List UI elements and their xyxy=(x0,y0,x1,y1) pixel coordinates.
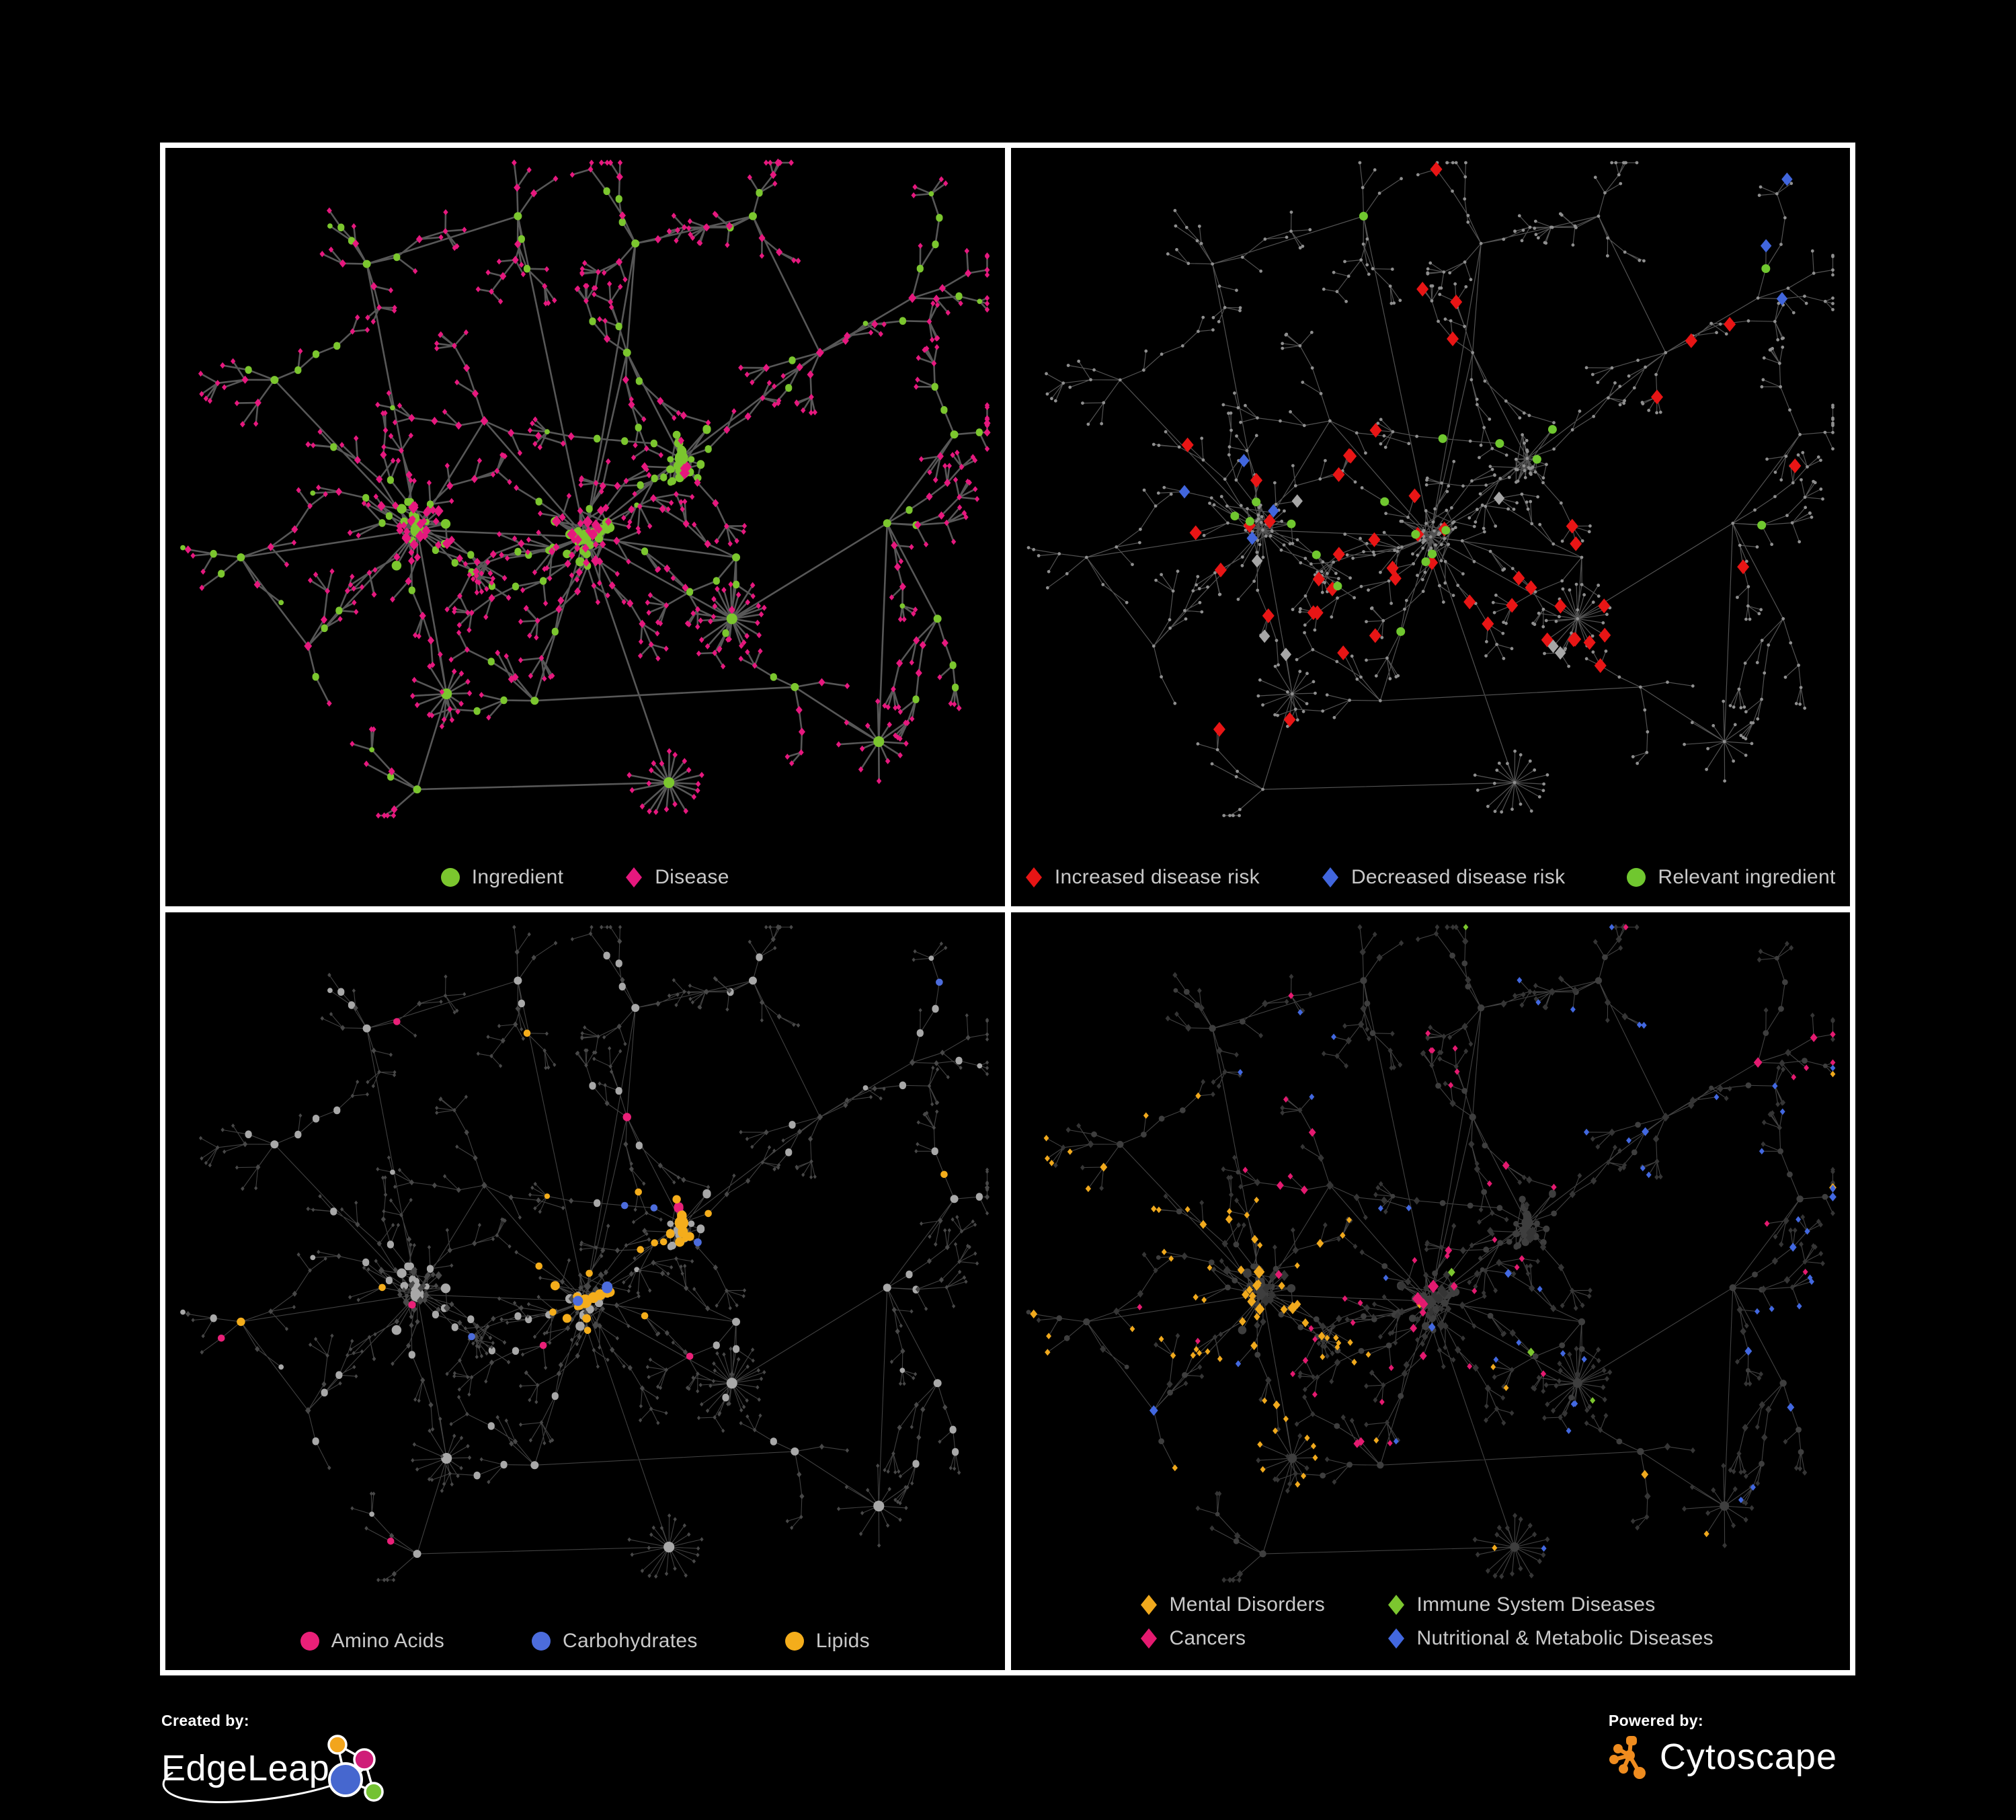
legend-label: Carbohydrates xyxy=(563,1630,698,1652)
legend-item-decreased-disease-risk: Decreased disease risk xyxy=(1322,866,1565,889)
base-nodes-layer xyxy=(186,924,990,1582)
base-nodes-layer xyxy=(180,951,983,1558)
edges-layer xyxy=(1027,162,1833,816)
network-svg-2 xyxy=(1026,161,1834,818)
network-svg-4 xyxy=(1026,922,1837,1583)
base-nodes-layer xyxy=(1026,161,1834,818)
legend-item-relevant-ingredient: Relevant ingredient xyxy=(1627,866,1835,889)
legend-item-ingredient: Ingredient xyxy=(440,865,564,889)
highlight-nodes-layer xyxy=(217,1017,694,1545)
highlight-nodes-layer xyxy=(237,1029,948,1334)
legend-label: Mental Disorders xyxy=(1169,1593,1326,1616)
legend-item-disease: Disease xyxy=(625,866,729,889)
legend-item-immune-system-diseases: Immune System Diseases xyxy=(1387,1593,1713,1616)
cytoscape-credit: Powered by: Cytoscape xyxy=(1609,1712,1837,1781)
legend-panel-4: Mental Disorders Immune System Diseases Ca… xyxy=(1140,1593,1851,1650)
legend-item-increased-disease-risk: Increased disease risk xyxy=(1025,866,1260,889)
legend-label: Decreased disease risk xyxy=(1350,865,1566,888)
base-nodes-layer xyxy=(1036,922,1835,1583)
legend-item-lipids: Lipids xyxy=(784,1630,870,1653)
edgeleap-node-green xyxy=(364,1782,384,1802)
circle-swatch xyxy=(532,1632,551,1651)
edgeleap-credit: Created by: EdgeLeap xyxy=(161,1712,390,1813)
legend-label: Disease xyxy=(655,865,729,888)
powered-by-label: Powered by: xyxy=(1608,1712,1704,1729)
cytoscape-icon xyxy=(1609,1736,1646,1779)
legend-label: Increased disease risk xyxy=(1054,865,1260,888)
circle-swatch xyxy=(784,1632,804,1651)
legend-panel-3: Amino Acids Carbohydrates Lipids xyxy=(165,1630,1005,1653)
legend-item-carbohydrates: Carbohydrates xyxy=(532,1630,698,1653)
diamond-swatch xyxy=(1387,1595,1404,1615)
highlight-nodes-layer xyxy=(1178,172,1793,545)
edgeleap-logo: EdgeLeap xyxy=(161,1735,390,1803)
base-nodes-layer xyxy=(184,158,991,819)
base-nodes-layer xyxy=(1026,952,1828,1557)
cytoscape-wordmark: Cytoscape xyxy=(1659,1737,1837,1777)
legend-label: Lipids xyxy=(815,1630,870,1652)
legend-item-mental-disorders: Mental Disorders xyxy=(1140,1593,1387,1616)
legend-panel-2: Increased disease risk Decreased disease … xyxy=(1011,866,1851,889)
legend-panel-1: Ingredient Disease xyxy=(165,866,1005,889)
network-svg-1 xyxy=(180,158,991,819)
edgeleap-node-orange xyxy=(327,1735,348,1755)
diamond-swatch xyxy=(626,867,643,887)
diamond-swatch xyxy=(1387,1628,1404,1649)
circle-swatch xyxy=(300,1632,319,1651)
diamond-swatch xyxy=(1322,867,1338,887)
highlight-nodes-layer xyxy=(1181,161,1801,737)
edgeleap-node-blue xyxy=(328,1762,363,1797)
legend-item-nutritional-metabolic-diseases: Nutritional & Metabolic Diseases xyxy=(1387,1627,1713,1650)
panel-disease-risk: Increased disease risk Decreased disease … xyxy=(1010,148,1851,906)
legend-item-cancers: Cancers xyxy=(1140,1627,1387,1650)
edgeleap-graph-icon xyxy=(327,1735,384,1802)
legend-label: Immune System Diseases xyxy=(1416,1593,1656,1616)
panel-nutrient-classes: Amino Acids Carbohydrates Lipids xyxy=(165,912,1005,1670)
circle-swatch xyxy=(440,867,460,887)
network-svg-3 xyxy=(180,924,990,1582)
edgeleap-node-pink xyxy=(353,1748,376,1771)
circle-swatch xyxy=(1627,867,1646,887)
legend-item-amino-acids: Amino Acids xyxy=(300,1630,444,1653)
panel-disease-classes: Mental Disorders Immune System Diseases Ca… xyxy=(1010,912,1851,1670)
legend-label: Relevant ingredient xyxy=(1658,865,1836,888)
panel-ingredient-disease: Ingredient Disease xyxy=(165,148,1005,906)
legend-label: Nutritional & Metabolic Diseases xyxy=(1416,1627,1713,1649)
panels-grid: Ingredient Disease Increased disease risk… xyxy=(160,143,1855,1675)
diamond-swatch xyxy=(1025,867,1042,887)
edges-layer xyxy=(182,926,988,1581)
created-by-label: Created by: xyxy=(161,1712,249,1729)
cytoscape-logo: Cytoscape xyxy=(1609,1733,1837,1781)
diamond-swatch xyxy=(1140,1628,1157,1649)
legend-label: Ingredient xyxy=(471,865,564,888)
highlight-nodes-layer xyxy=(468,978,943,1340)
edgeleap-wordmark: EdgeLeap xyxy=(161,1748,330,1788)
diamond-swatch xyxy=(1140,1595,1157,1615)
legend-label: Cancers xyxy=(1169,1627,1246,1649)
legend-label: Amino Acids xyxy=(331,1630,444,1652)
